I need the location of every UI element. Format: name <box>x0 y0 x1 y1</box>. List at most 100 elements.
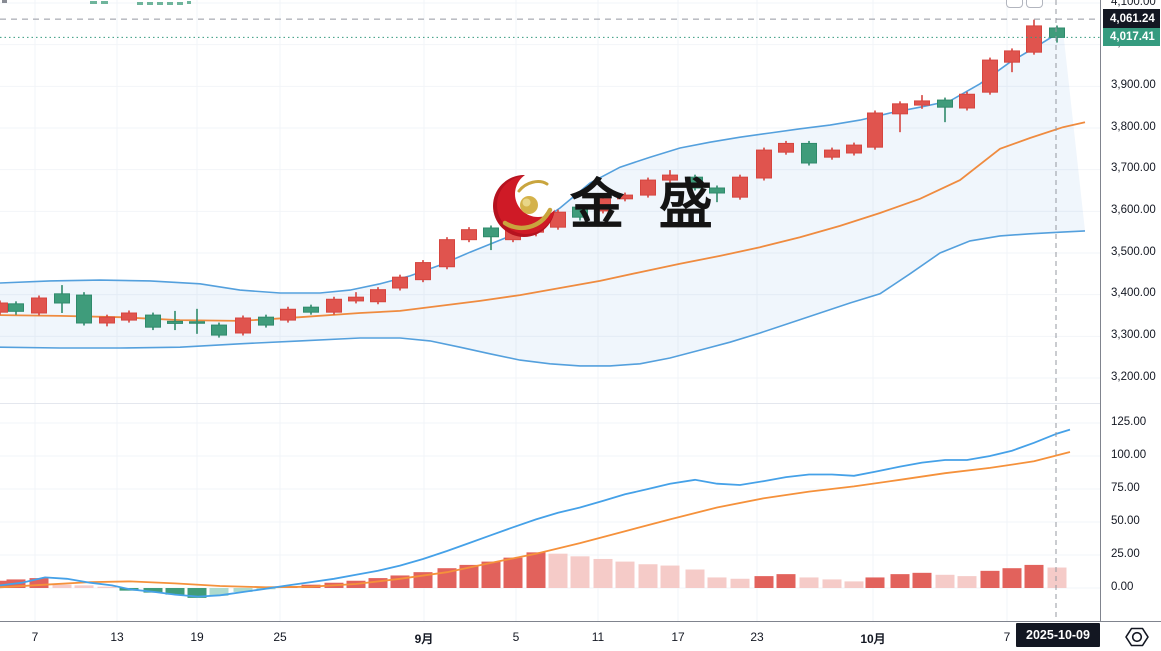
candle-body <box>756 149 772 179</box>
time-axis-label: 7 <box>31 630 39 644</box>
last-price-badge: 4,017.41 <box>1103 28 1160 47</box>
indicator-axis-label: 75.00 <box>1111 481 1140 494</box>
indicator-axis-label: 25.00 <box>1111 547 1140 560</box>
pane-separator[interactable] <box>0 403 1100 404</box>
candle-body <box>572 206 588 218</box>
indicator-histogram-bar <box>638 564 658 588</box>
indicator-histogram-bar <box>957 576 977 588</box>
candle-body <box>99 316 115 324</box>
bollinger-lower-line <box>0 230 1086 367</box>
candle-body <box>0 302 8 313</box>
candle-body <box>617 194 633 200</box>
candle-body <box>824 149 840 158</box>
clipped-mark <box>101 1 108 4</box>
candle-body <box>550 211 566 228</box>
candle-body <box>326 298 342 313</box>
indicator-histogram-bar <box>615 561 635 588</box>
candle-body <box>959 93 975 109</box>
price-axis-label: 3,700.00 <box>1111 162 1156 175</box>
time-axis[interactable]: 7 13 19 25 9月 5 11 17 23 10月 7 <box>0 621 1161 651</box>
price-axis-label: 3,300.00 <box>1111 328 1156 341</box>
indicator-histogram-bar <box>209 588 229 596</box>
indicator-histogram-bar <box>29 578 49 588</box>
indicator-histogram-bar <box>593 558 613 588</box>
indicator-histogram-bar <box>660 565 680 588</box>
indicator-histogram-bar <box>459 564 479 588</box>
clipped-mark <box>147 2 153 5</box>
indicator-histogram-bar <box>776 574 796 588</box>
indicator-histogram-bar <box>143 588 163 593</box>
candle-body <box>280 308 296 321</box>
time-axis-label: 9月 <box>414 632 434 646</box>
candle-body <box>167 320 183 324</box>
price-axis-label: 4,100.00 <box>1111 0 1156 8</box>
candle-body <box>439 239 455 268</box>
indicator-histogram-bar <box>548 553 568 588</box>
time-axis-label: 19 <box>190 630 204 644</box>
candle-body <box>982 59 998 93</box>
indicator-histogram-bar <box>822 579 842 588</box>
price-axis-label: 3,200.00 <box>1111 370 1156 383</box>
indicator-histogram-bar <box>74 585 94 588</box>
candle-body <box>595 198 611 212</box>
candle-body <box>235 317 251 334</box>
candle-body <box>461 229 477 241</box>
candle-body <box>937 99 953 108</box>
candle-body <box>732 176 748 198</box>
time-axis-label: 25 <box>273 630 287 644</box>
candle-body <box>1026 25 1042 53</box>
indicator-histogram-bar <box>890 574 910 588</box>
indicator-histogram-bar <box>97 586 117 588</box>
indicator-histogram-bar <box>912 572 932 588</box>
clipped-mark <box>177 2 183 5</box>
indicator-histogram-bar <box>187 588 207 598</box>
indicator-histogram-bar <box>233 588 253 592</box>
price-axis-label: 3,800.00 <box>1111 120 1156 133</box>
price-axis-label: 3,500.00 <box>1111 245 1156 258</box>
time-axis-label: 23 <box>750 630 764 644</box>
indicator-histogram-bar <box>935 574 955 588</box>
indicator-histogram-bar <box>730 578 750 588</box>
candle-body <box>662 174 678 181</box>
indicator-histogram-bar <box>481 561 501 588</box>
price-axis[interactable]: 4,100.004,000.003,900.003,800.003,700.00… <box>1100 0 1161 621</box>
clipped-mark <box>90 1 97 4</box>
candle-body <box>258 316 274 326</box>
candle-body <box>348 296 364 302</box>
clipped-mark <box>137 2 143 5</box>
indicator-histogram-bar <box>707 577 727 588</box>
candle-body <box>303 306 319 313</box>
candle-body <box>867 112 883 148</box>
time-axis-label: 11 <box>591 630 605 644</box>
candle-body <box>640 179 656 196</box>
indicator-histogram-bar <box>754 576 774 588</box>
indicator-histogram-bar <box>980 570 1000 588</box>
clipped-mark <box>187 1 191 4</box>
time-axis-label: 13 <box>110 630 124 644</box>
chart-canvas[interactable] <box>0 0 1100 621</box>
clipped-toolbar-button[interactable] <box>1026 0 1043 8</box>
candle-body <box>145 314 161 328</box>
indicator-histogram-bar <box>844 581 864 588</box>
indicator-histogram-bar <box>526 552 546 588</box>
crosshair-price-badge: 4,061.24 <box>1103 9 1160 30</box>
time-axis-label: 17 <box>671 630 685 644</box>
candle-body <box>76 294 92 324</box>
candle-body <box>801 142 817 164</box>
time-axis-label: 5 <box>512 630 520 644</box>
bollinger-upper-line <box>0 29 1064 294</box>
indicator-axis-label: 100.00 <box>1111 448 1147 461</box>
clipped-toolbar-button[interactable] <box>1006 0 1023 8</box>
crosshair-date-badge: 2025-10-09 <box>1016 623 1100 647</box>
price-axis-label: 3,400.00 <box>1111 287 1156 300</box>
candle-body <box>31 297 47 314</box>
candle-body <box>415 262 431 281</box>
bollinger-fill <box>0 30 1085 366</box>
indicator-histogram-bar <box>1024 564 1044 588</box>
timezone-settings-icon[interactable] <box>1120 624 1154 650</box>
candle-body <box>483 227 499 238</box>
indicator-slow-line <box>0 451 1071 589</box>
candle-body <box>892 103 908 115</box>
indicator-axis-label: 0.00 <box>1111 580 1134 593</box>
indicator-histogram-bar <box>799 577 819 588</box>
